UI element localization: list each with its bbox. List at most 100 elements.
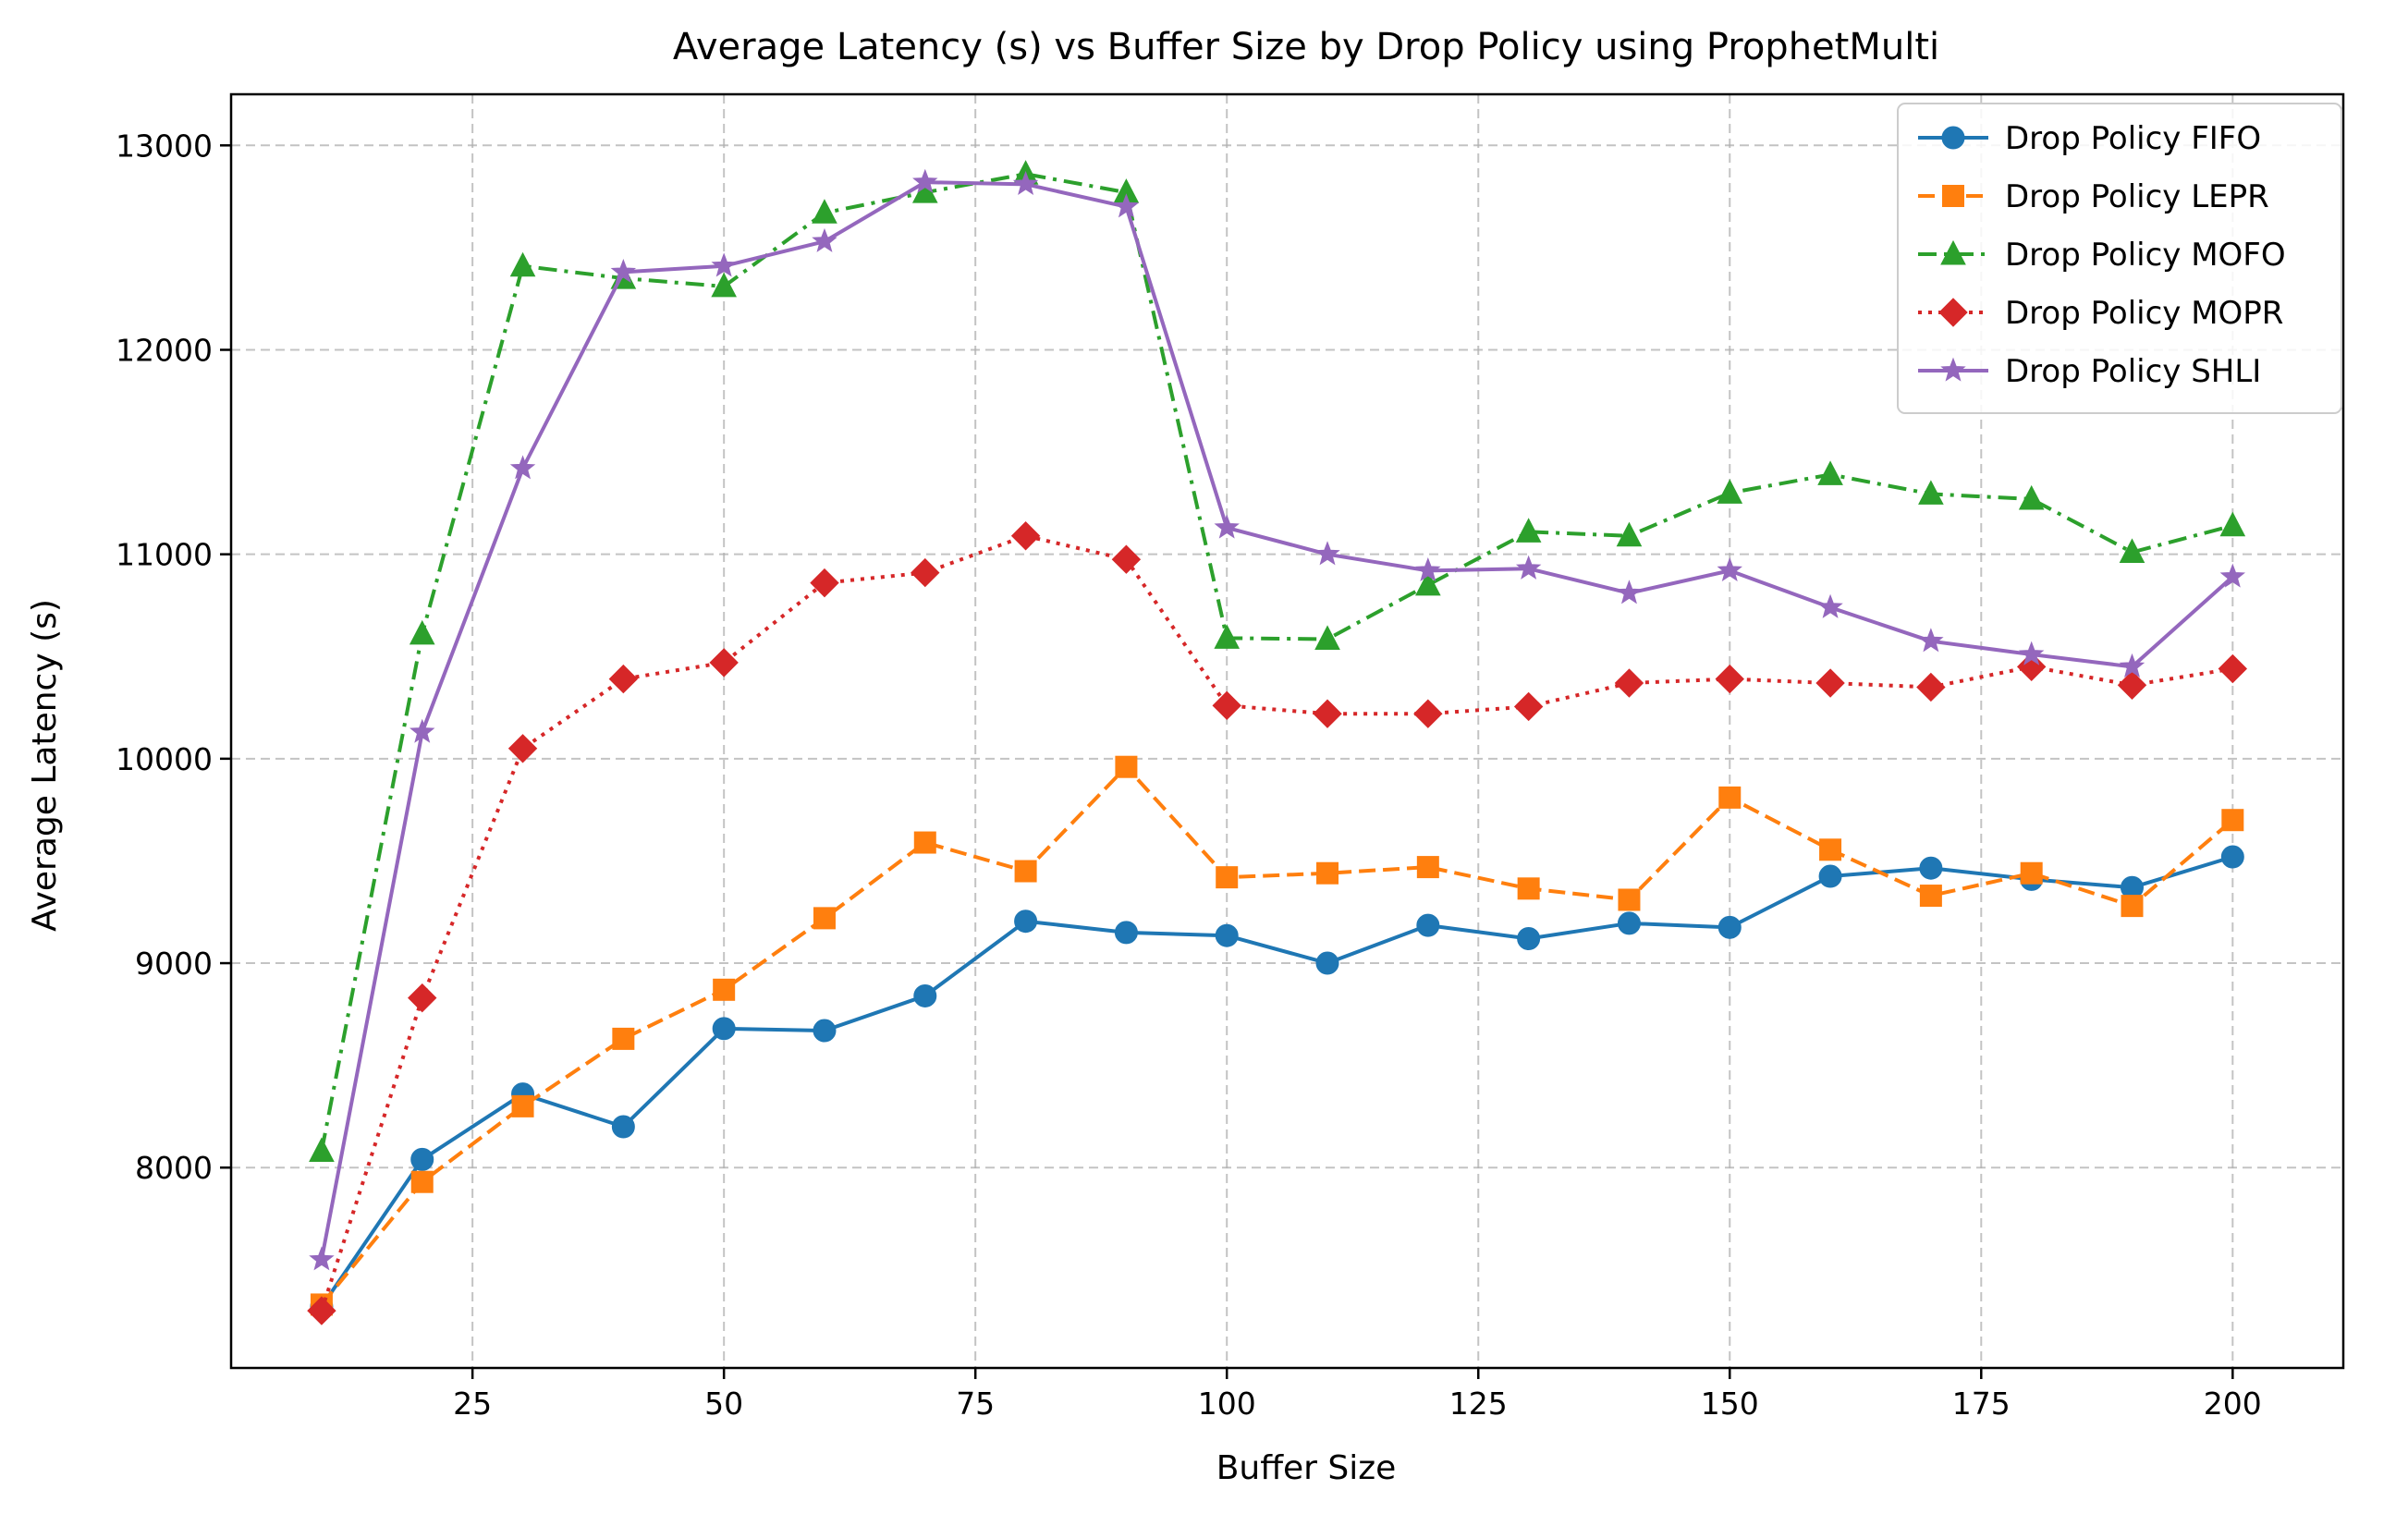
chart-title: Average Latency (s) vs Buffer Size by Dr… xyxy=(673,26,1939,68)
data-point xyxy=(1817,460,1843,485)
legend-entry: Drop Policy MOFO xyxy=(1918,237,2286,274)
data-point xyxy=(309,1246,335,1271)
data-point xyxy=(409,718,435,743)
data-point xyxy=(1314,541,1340,566)
data-point xyxy=(1115,755,1138,778)
data-point xyxy=(1216,866,1239,889)
data-point xyxy=(1717,479,1743,504)
data-point xyxy=(1413,699,1443,728)
data-point xyxy=(1717,915,1742,939)
data-point xyxy=(1616,580,1643,604)
y-tick-label: 10000 xyxy=(116,741,213,777)
data-point xyxy=(1517,877,1540,900)
data-point xyxy=(410,1170,434,1193)
data-point xyxy=(307,1296,336,1325)
data-point xyxy=(912,168,938,193)
data-point xyxy=(1817,593,1843,618)
data-point xyxy=(610,259,637,284)
data-point xyxy=(509,251,536,277)
legend-box xyxy=(1897,103,2342,414)
y-tick-label: 13000 xyxy=(116,128,213,164)
legend-label: Drop Policy MOPR xyxy=(2005,295,2283,332)
y-tick-label: 12000 xyxy=(116,332,213,368)
data-point xyxy=(810,568,839,598)
data-point xyxy=(2219,563,2246,588)
series-drop-policy-lepr xyxy=(310,755,2244,1316)
data-point xyxy=(1415,570,1441,596)
data-point xyxy=(612,1027,635,1050)
data-point xyxy=(813,1019,837,1043)
data-point xyxy=(611,1115,635,1139)
data-point xyxy=(913,983,937,1007)
data-point xyxy=(712,1017,736,1041)
series-group xyxy=(307,160,2248,1325)
data-point xyxy=(911,557,940,588)
data-point xyxy=(812,227,837,252)
data-point xyxy=(2016,652,2047,682)
data-point xyxy=(2117,670,2147,700)
series-line xyxy=(320,764,2234,1306)
data-point xyxy=(813,907,836,930)
data-point xyxy=(1315,951,1339,975)
x-tick-label: 100 xyxy=(1198,1386,1256,1422)
legend-label: Drop Policy LEPR xyxy=(2005,178,2269,215)
data-point xyxy=(2121,895,2144,918)
series-line xyxy=(320,855,2233,1308)
data-point xyxy=(1114,921,1138,945)
data-point xyxy=(1215,923,1239,947)
data-point xyxy=(2218,653,2248,684)
data-point xyxy=(1918,628,1944,653)
data-point xyxy=(1313,699,1342,728)
x-tick-label: 125 xyxy=(1449,1386,1508,1422)
data-point xyxy=(2018,484,2045,510)
x-tick-label: 150 xyxy=(1701,1386,1759,1422)
legend-label: Drop Policy FIFO xyxy=(2005,120,2261,157)
series-line xyxy=(319,180,2234,1261)
data-point xyxy=(713,978,736,1001)
grid-lines xyxy=(231,94,2343,1368)
x-tick-label: 75 xyxy=(956,1386,995,1422)
legend-entry: Drop Policy SHLI xyxy=(1918,353,2261,390)
data-point xyxy=(410,1147,434,1171)
data-point xyxy=(1212,690,1241,721)
data-point xyxy=(1618,888,1641,911)
data-point xyxy=(1316,861,1339,885)
data-point xyxy=(2119,653,2145,678)
legend: Drop Policy FIFO Drop Policy LEPR Drop Pol… xyxy=(1897,103,2342,414)
data-point xyxy=(1415,556,1441,582)
data-point xyxy=(2020,861,2043,885)
y-tick-label: 9000 xyxy=(135,946,213,982)
data-point xyxy=(509,455,536,480)
data-point xyxy=(1513,691,1544,722)
data-point xyxy=(1614,668,1644,698)
series-drop-policy-mopr xyxy=(307,521,2248,1325)
data-point xyxy=(408,983,437,1013)
legend-marker xyxy=(1942,185,1964,207)
data-point xyxy=(1012,170,1039,195)
data-point xyxy=(511,1094,534,1117)
data-point xyxy=(1517,927,1541,951)
data-point xyxy=(1111,544,1142,574)
data-point xyxy=(1515,518,1542,543)
y-axis-label: Average Latency (s) xyxy=(26,599,64,932)
x-tick-label: 200 xyxy=(2204,1386,2262,1422)
x-axis-label: Buffer Size xyxy=(1216,1449,1397,1487)
data-point xyxy=(2221,809,2244,832)
data-point xyxy=(2220,845,2244,869)
data-point xyxy=(2119,538,2145,563)
data-point xyxy=(1014,860,1037,883)
series-drop-policy-shli xyxy=(309,168,2246,1271)
data-point xyxy=(1214,514,1240,539)
x-tick-label: 25 xyxy=(453,1386,492,1422)
y-tick-label: 11000 xyxy=(116,537,213,573)
data-point xyxy=(1416,913,1440,937)
legend-label: Drop Policy SHLI xyxy=(2005,353,2261,390)
data-point xyxy=(1113,193,1140,218)
legend-marker xyxy=(1941,126,1965,150)
legend-entry: Drop Policy FIFO xyxy=(1918,120,2261,157)
data-point xyxy=(507,734,538,763)
data-point xyxy=(1616,521,1643,547)
series-drop-policy-mofo xyxy=(309,160,2246,1163)
legend-marker xyxy=(1940,357,1966,382)
